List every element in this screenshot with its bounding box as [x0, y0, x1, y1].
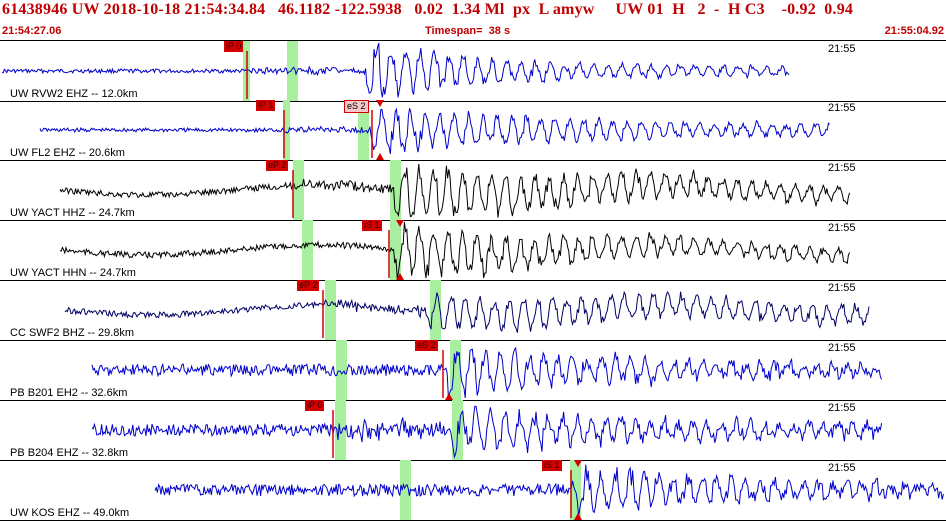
arrival-triangle-up-icon — [376, 153, 384, 160]
event-summary-title: 61438946 UW 2018-10-18 21:54:34.84 46.11… — [2, 1, 854, 18]
seismogram-trace — [91, 405, 883, 459]
arrival-triangle-up-icon — [445, 393, 453, 400]
phase-window-band — [390, 160, 401, 220]
phase-window-band — [336, 340, 347, 400]
channel-label: UW YACT HHZ -- 24.7km — [10, 207, 135, 219]
phase-pick-label[interactable]: eS 2 — [415, 340, 438, 351]
seismogram-trace — [59, 221, 851, 279]
phase-pick-label[interactable]: iP 1 — [256, 100, 276, 111]
phase-window-band — [400, 460, 411, 520]
phase-pick-label[interactable]: eP 2 — [266, 160, 289, 171]
seismogram-trace — [154, 464, 944, 517]
trace-panel[interactable]: iP 1 eS 2 21:55 UW FL2 EHZ -- 20.6km — [0, 100, 946, 161]
channel-label: UW YACT HHN -- 24.7km — [10, 267, 136, 279]
arrival-triangle-down-icon — [376, 100, 384, 107]
waveform-plot — [64, 280, 870, 340]
trace-panel[interactable]: iS 1 21:55 UW KOS EHZ -- 49.0km — [0, 460, 946, 521]
phase-window-band — [570, 460, 581, 520]
waveform-plot — [154, 460, 944, 520]
seismogram-trace — [39, 107, 830, 154]
phase-window-band — [302, 220, 313, 280]
waveform-plot — [91, 400, 883, 460]
trace-time-label: 21:55 — [828, 462, 856, 474]
trace-time-label: 21:55 — [828, 102, 856, 114]
phase-pick-label[interactable]: iP 0 — [224, 41, 244, 52]
channel-label: CC SWF2 BHZ -- 29.8km — [10, 327, 135, 339]
channel-label: UW FL2 EHZ -- 20.6km — [10, 147, 125, 159]
trace-panel[interactable]: eP 2 21:55 CC SWF2 BHZ -- 29.8km — [0, 280, 946, 341]
phase-pick-label[interactable]: iS 1 — [362, 220, 382, 231]
trace-time-label: 21:55 — [828, 162, 856, 174]
waveform-plot — [59, 160, 851, 220]
seismogram-trace — [1, 42, 790, 98]
phase-window-band — [293, 160, 304, 220]
seismogram-panel-stack: iP 0 21:55 UW RVW2 EHZ -- 12.0km iP 1 eS 2 21… — [0, 40, 946, 521]
arrival-triangle-up-icon — [396, 273, 404, 280]
phase-window-band — [430, 280, 441, 340]
phase-window-band — [287, 41, 298, 101]
arrival-triangle-up-icon — [574, 513, 582, 520]
phase-pick-label[interactable]: iS 1 — [542, 460, 562, 471]
seismogram-trace — [59, 164, 851, 218]
start-time-label: 21:54:27.06 — [2, 25, 62, 37]
arrival-triangle-down-icon — [396, 220, 404, 227]
timespan-label: Timespan= 38 s — [425, 25, 511, 37]
trace-time-label: 21:55 — [828, 282, 856, 294]
trace-panel[interactable]: iS 1 21:55 UW YACT HHN -- 24.7km — [0, 220, 946, 281]
seismogram-trace — [64, 290, 870, 333]
waveform-plot — [91, 340, 883, 400]
record-header: 61438946 UW 2018-10-18 21:54:34.84 46.11… — [0, 0, 946, 40]
waveform-plot — [1, 41, 790, 101]
phase-window-band — [450, 340, 461, 400]
waveform-plot — [59, 220, 851, 280]
trace-time-label: 21:55 — [828, 402, 856, 414]
channel-label: UW RVW2 EHZ -- 12.0km — [10, 88, 138, 100]
trace-panel[interactable]: eS 2 21:55 PB B201 EH2 -- 32.6km — [0, 340, 946, 401]
trace-panel[interactable]: iP 0 21:55 UW RVW2 EHZ -- 12.0km — [0, 40, 946, 102]
channel-label: PB B201 EH2 -- 32.6km — [10, 387, 128, 399]
arrival-triangle-down-icon — [574, 460, 582, 467]
trace-time-label: 21:55 — [828, 222, 856, 234]
channel-label: PB B204 EHZ -- 32.8km — [10, 447, 128, 459]
phase-window-band — [325, 280, 336, 340]
end-time-label: 21:55:04.92 — [884, 25, 944, 37]
phase-pick-label[interactable]: eS 2 — [344, 100, 369, 113]
trace-time-label: 21:55 — [828, 43, 856, 55]
waveform-plot — [39, 100, 830, 160]
trace-panel[interactable]: iP 0 21:55 PB B204 EHZ -- 32.8km — [0, 400, 946, 461]
phase-pick-label[interactable]: eP 2 — [297, 280, 320, 291]
seismogram-trace — [91, 346, 883, 399]
phase-window-band — [283, 100, 290, 160]
phase-pick-label[interactable]: iP 0 — [305, 400, 325, 411]
channel-label: UW KOS EHZ -- 49.0km — [10, 507, 130, 519]
phase-window-band — [390, 220, 401, 280]
trace-panel[interactable]: eP 2 21:55 UW YACT HHZ -- 24.7km — [0, 160, 946, 221]
phase-window-band — [335, 400, 346, 460]
trace-time-label: 21:55 — [828, 342, 856, 354]
phase-window-band — [358, 100, 369, 160]
